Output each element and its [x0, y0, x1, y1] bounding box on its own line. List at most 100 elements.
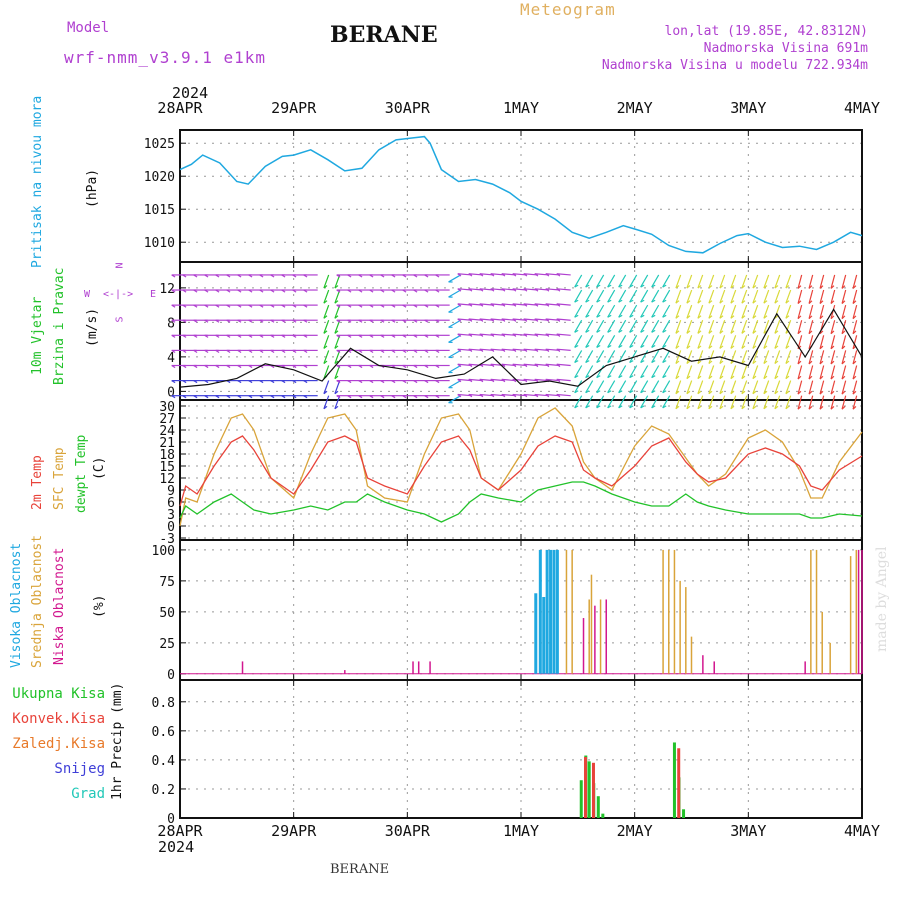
wind-arrow-head — [226, 349, 231, 353]
wind-arrow-head — [741, 390, 746, 395]
wind-arrow-head — [457, 318, 462, 322]
cloud-bar-high — [552, 549, 556, 674]
wind-arrow-head — [708, 345, 713, 349]
wind-arrow — [651, 274, 660, 288]
cloud-bar-high — [545, 549, 549, 674]
wind-arrow — [730, 395, 737, 410]
wind-arrow-head — [259, 304, 264, 308]
wind-arrow-head — [774, 390, 779, 395]
wind-arrow-head — [193, 334, 198, 338]
wind-arrow — [618, 289, 627, 303]
wind-arrow — [686, 289, 693, 304]
wind-arrow-head — [435, 395, 440, 399]
wind-arrow — [640, 289, 649, 303]
wind-arrow — [574, 319, 583, 333]
wind-arrow — [819, 274, 825, 289]
wind-arrow-head — [413, 380, 418, 384]
wind-arrow — [785, 289, 792, 304]
wind-arrow — [819, 304, 825, 319]
wind-arrow — [752, 395, 759, 410]
wind-arrow — [556, 378, 571, 382]
wind-arrow-head — [629, 405, 634, 409]
wind-arrow-head — [697, 360, 702, 365]
wind-arrow-head — [479, 333, 484, 337]
wind-arrow — [662, 395, 671, 409]
cloud-bar-low — [241, 661, 244, 674]
wind-arrow — [719, 320, 726, 334]
wind-arrow-head — [303, 364, 308, 369]
wind-arrow — [697, 365, 704, 379]
wind-arrow-head — [292, 334, 297, 338]
wind-arrow-head — [468, 288, 473, 292]
wind-arrow — [686, 274, 693, 289]
wind-arrow-head — [490, 393, 495, 398]
cloud-bar-high — [538, 549, 542, 674]
wind-arrow-head — [686, 300, 691, 304]
wind-arrow-head — [402, 304, 407, 308]
wind-arrow-head — [226, 334, 231, 338]
wind-arrow — [819, 335, 825, 349]
wind-arrow-head — [697, 345, 702, 349]
wind-arrow-head — [358, 349, 363, 353]
wind-arrow-head — [662, 390, 667, 394]
wind-arrow-head — [457, 288, 462, 292]
wind-arrow — [741, 289, 748, 304]
wind-arrow — [556, 273, 571, 276]
wind-arrow — [662, 365, 671, 378]
wind-arrow-head — [852, 360, 857, 365]
wind-arrow — [686, 365, 693, 379]
wind-arrow-head — [292, 289, 297, 293]
wind-arrow-head — [675, 375, 680, 380]
wind-arrow-head — [819, 406, 824, 410]
wind-arrow — [730, 335, 737, 349]
wind-arrow-head — [534, 363, 539, 368]
x-axis-label-bottom: 1MAY — [503, 822, 539, 840]
wind-arrow-head — [752, 345, 757, 349]
wind-arrow-head — [270, 334, 275, 338]
wind-arrow-head — [841, 390, 846, 395]
wind-arrow-head — [574, 390, 579, 394]
wind-arrow-head — [534, 348, 539, 353]
wind-arrow-head — [468, 393, 473, 398]
wind-arrow — [697, 380, 704, 394]
wind-arrow-head — [358, 364, 363, 369]
wind-arrow-head — [323, 315, 328, 319]
wind-arrow-head — [468, 333, 473, 337]
wind-arrow — [556, 303, 571, 306]
wind-arrow — [323, 274, 330, 289]
wind-arrow-head — [523, 273, 528, 277]
wind-arrow-head — [675, 405, 680, 410]
y-tick-label: 75 — [159, 575, 175, 590]
wind-speed-line — [179, 308, 863, 388]
wind-arrow-head — [774, 375, 779, 380]
wind-arrow-head — [237, 304, 242, 308]
cloud-bar-high — [542, 596, 546, 674]
wind-arrow — [448, 395, 461, 404]
wind-arrow — [662, 304, 671, 318]
wind-arrow-head — [226, 395, 231, 399]
panel-frame-wind — [179, 261, 863, 401]
wind-arrow — [629, 304, 638, 318]
wind-arrow-head — [585, 375, 590, 379]
wind-arrow-head — [574, 329, 579, 333]
wind-arrow — [708, 274, 715, 289]
wind-arrow-head — [651, 284, 656, 288]
wind-arrow-head — [808, 285, 813, 289]
wind-arrow-head — [556, 333, 561, 337]
wind-arrow-head — [534, 318, 539, 322]
wind-arrow — [556, 363, 571, 367]
wind-arrow — [852, 274, 858, 289]
wind-arrow-head — [402, 395, 407, 399]
wind-arrow — [675, 304, 682, 319]
wind-arrow-head — [358, 304, 363, 308]
wind-arrow-head — [808, 375, 813, 380]
wind-arrow-head — [618, 405, 623, 409]
wind-arrow — [640, 380, 649, 394]
wind-arrow-head — [347, 304, 352, 308]
wind-arrow-head — [841, 300, 846, 304]
wind-arrow-head — [730, 330, 735, 334]
wind-arrow-head — [618, 375, 623, 379]
wind-arrow — [640, 335, 649, 348]
precip-bar-total — [601, 813, 605, 818]
wind-arrow-head — [259, 349, 264, 353]
